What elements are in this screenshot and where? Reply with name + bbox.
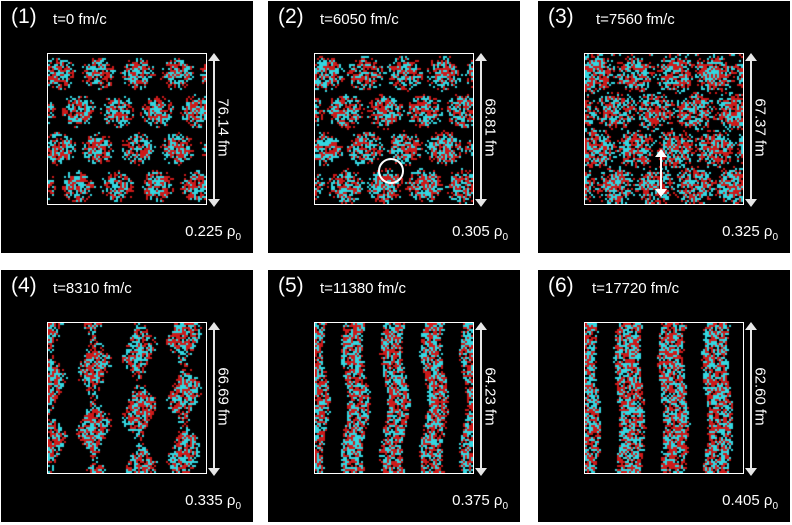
panel-1: (1) t=0 fm/c 76.14 fm 0.225 ρ0 — [1, 1, 253, 253]
box-length-arrow — [474, 53, 488, 207]
panel-5: (5) t=11380 fm/c 64.23 fm 0.375 ρ0 — [268, 270, 520, 522]
simulation-box — [584, 53, 744, 205]
panel-3: (3) t=7560 fm/c 67.37 fm 0.325 ρ0 — [538, 1, 790, 253]
panel-4: (4) t=8310 fm/c 66.69 fm 0.335 ρ0 — [1, 270, 253, 522]
panel-6: (6) t=17720 fm/c 62.60 fm 0.405 ρ0 — [538, 270, 790, 522]
box-length-arrow — [744, 322, 758, 476]
box-length-label: 76.14 fm — [214, 98, 232, 157]
panel-time: t=0 fm/c — [53, 11, 107, 28]
density-label: 0.225 ρ0 — [185, 223, 241, 243]
box-length-label: 66.69 fm — [214, 367, 232, 426]
density-label: 0.305 ρ0 — [452, 223, 508, 243]
panel-label: (1) — [11, 5, 37, 28]
box-length-arrow — [744, 53, 758, 207]
panel-label: (6) — [548, 274, 574, 297]
density-label: 0.335 ρ0 — [185, 492, 241, 512]
box-length-label: 64.23 fm — [481, 367, 499, 426]
box-length-label: 67.37 fm — [751, 98, 769, 157]
panel-label: (5) — [278, 274, 304, 297]
panel-label: (4) — [11, 274, 37, 297]
panel-time: t=6050 fm/c — [320, 11, 399, 28]
box-length-arrow — [207, 322, 221, 476]
panel-time: t=17720 fm/c — [592, 280, 680, 297]
highlight-circle — [378, 158, 404, 184]
density-label: 0.405 ρ0 — [722, 492, 778, 512]
panel-time: t=8310 fm/c — [53, 280, 132, 297]
box-length-label: 68.81 fm — [481, 98, 499, 157]
simulation-box — [314, 322, 474, 474]
density-label: 0.325 ρ0 — [722, 223, 778, 243]
simulation-box — [47, 53, 207, 205]
panel-time: t=11380 fm/c — [320, 280, 407, 297]
panel-label: (3) — [548, 5, 574, 28]
panel-label: (2) — [278, 5, 304, 28]
simulation-box — [584, 322, 744, 474]
panel-time: t=7560 fm/c — [596, 11, 675, 28]
density-label: 0.375 ρ0 — [452, 492, 508, 512]
simulation-box — [47, 322, 207, 474]
box-length-arrow — [474, 322, 488, 476]
box-length-arrow — [207, 53, 221, 207]
highlight-arrow — [655, 149, 667, 197]
panel-2: (2) t=6050 fm/c 68.81 fm 0.305 ρ0 — [268, 1, 520, 253]
box-length-label: 62.60 fm — [751, 367, 769, 426]
